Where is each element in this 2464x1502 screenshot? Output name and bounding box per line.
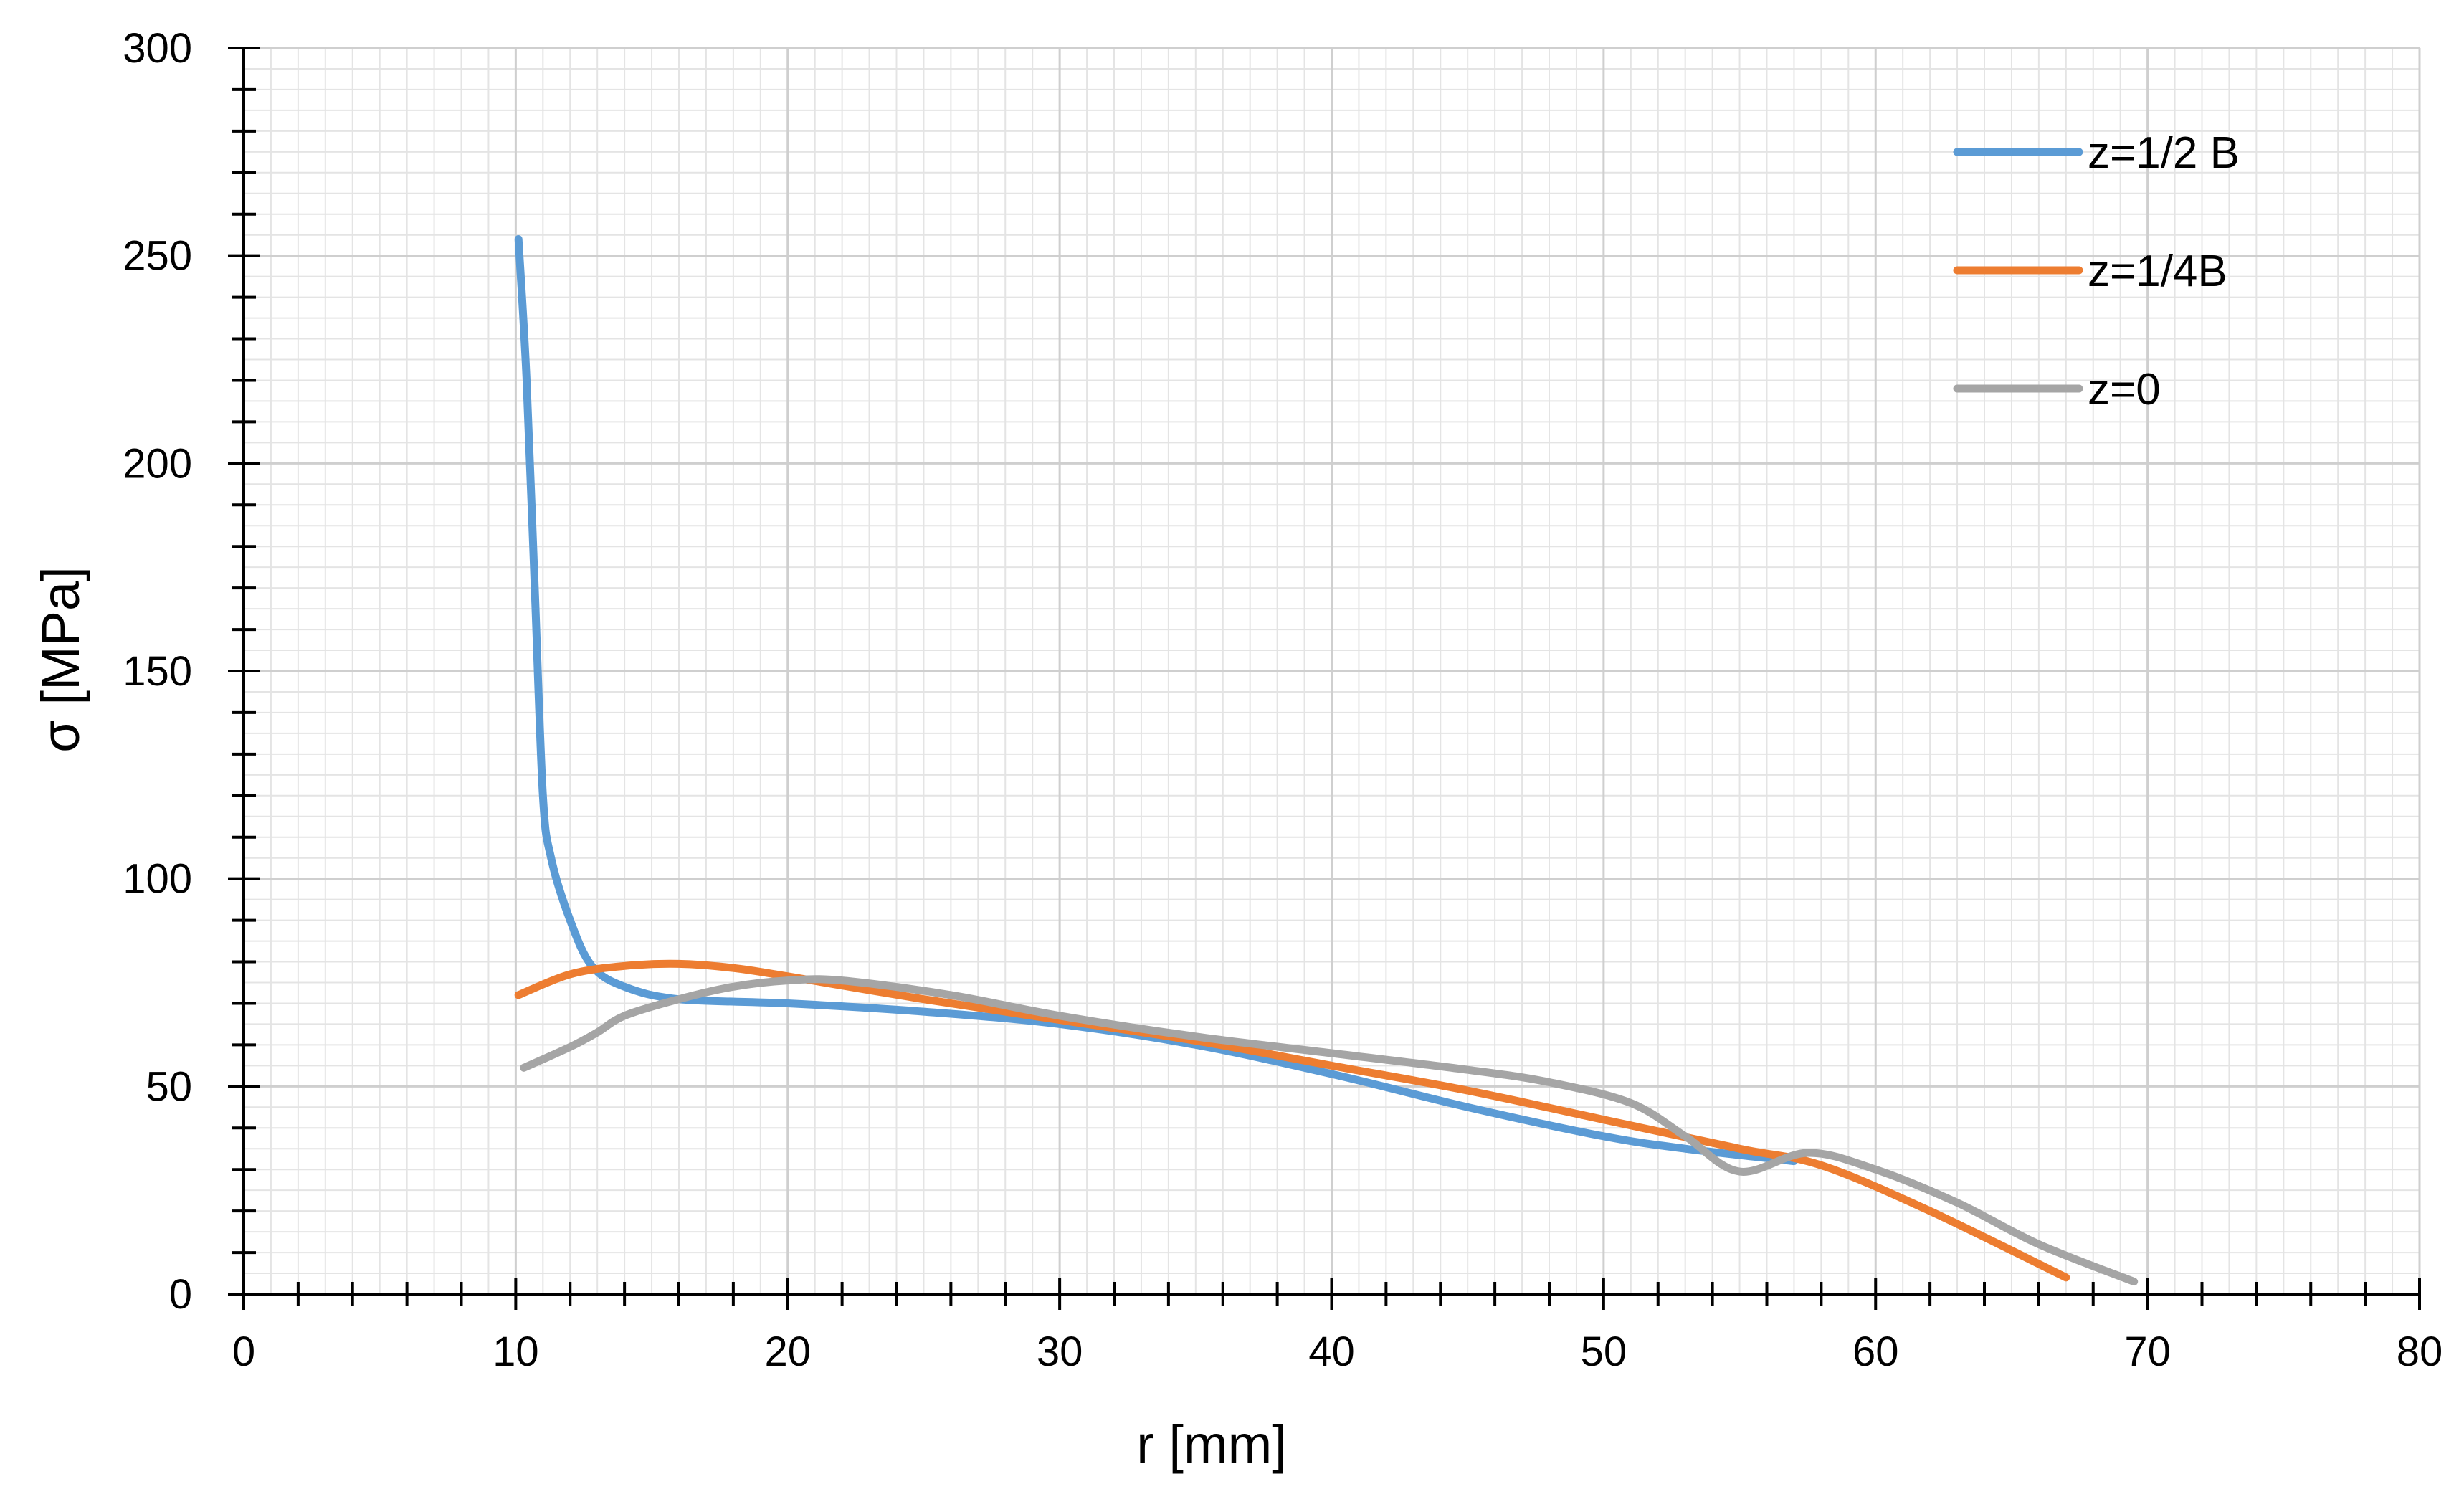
y-tick-label: 250 [123,233,192,280]
y-tick-label: 300 [123,25,192,72]
legend-item-z-1-4b: z=1/4B [1953,247,2227,296]
tick-labels: 0 10 20 30 40 50 60 70 80 0 50 100 150 200 250 300 [123,25,2442,1375]
series-line-z-1-2-b [514,235,1798,1166]
x-tick-label: 0 [232,1328,255,1375]
series-line-z-1-4b [514,959,2070,1282]
x-tick-label: 50 [1581,1328,1627,1375]
y-tick-label: 50 [146,1063,192,1110]
y-tick-label: 100 [123,856,192,903]
x-tick-label: 70 [2124,1328,2171,1375]
series-layer [514,235,2139,1286]
major-grid [244,47,2421,1294]
axes [228,47,2421,1310]
x-tick-label: 60 [1852,1328,1899,1375]
series-line-z-0 [520,975,2139,1286]
legend: z=1/2 B z=1/4B z=0 [1953,128,2240,414]
legend-item-z-0: z=0 [1953,365,2161,414]
x-tick-label: 80 [2397,1328,2443,1375]
legend-item-z-1-2-b: z=1/2 B [1953,128,2240,178]
x-tick-label: 20 [764,1328,811,1375]
y-tick-label: 0 [169,1271,192,1318]
y-tick-label: 150 [123,648,192,695]
x-tick-label: 10 [493,1328,539,1375]
legend-label: z=1/4B [2088,247,2227,296]
x-tick-label: 40 [1308,1328,1355,1375]
x-tick-label: 30 [1037,1328,1083,1375]
y-tick-label: 200 [123,440,192,487]
x-axis-title: r [mm] [1136,1415,1287,1474]
legend-label: z=1/2 B [2088,128,2240,178]
legend-label: z=0 [2088,365,2161,414]
y-axis-title: σ [MPa] [31,566,90,753]
